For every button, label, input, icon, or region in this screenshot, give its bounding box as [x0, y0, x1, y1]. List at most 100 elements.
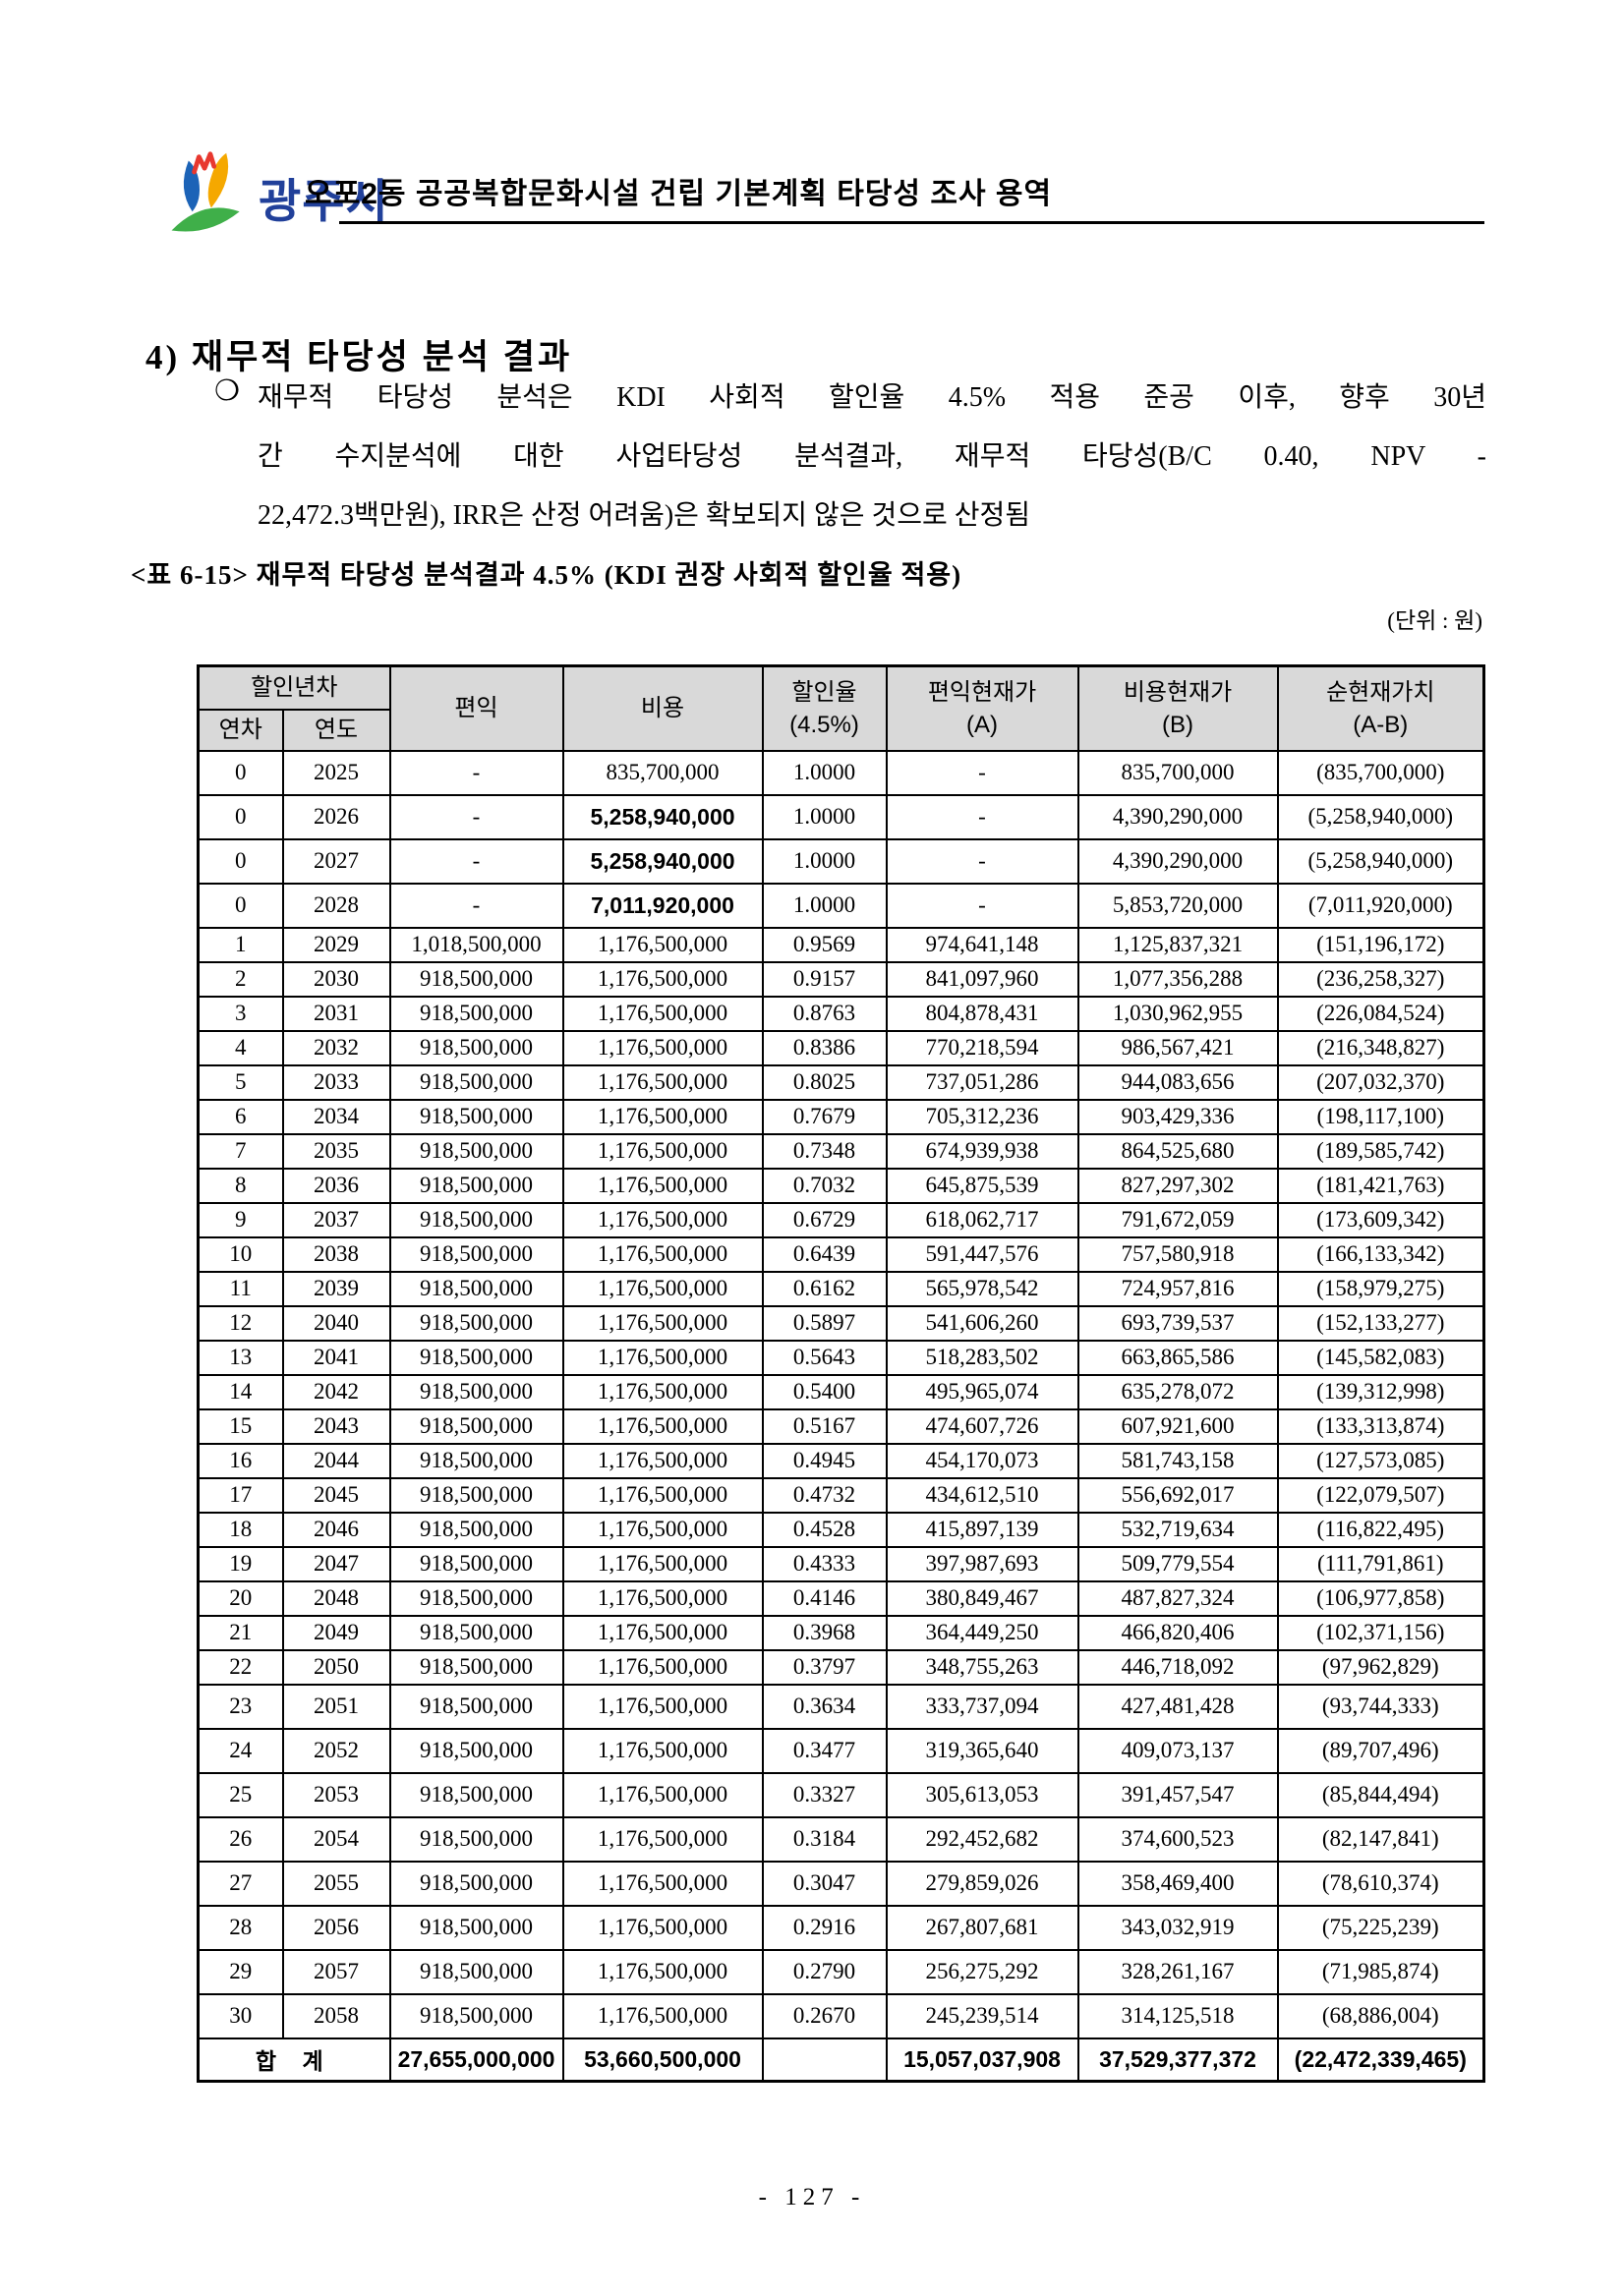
table-cell: 918,500,000	[388, 1992, 564, 2039]
table-cell: 2039	[281, 1270, 391, 1307]
table-cell: 10	[197, 1235, 284, 1273]
table-cell: 27	[197, 1860, 284, 1907]
table-cell: 2056	[281, 1904, 391, 1951]
table-cell: 918,500,000	[388, 1442, 564, 1479]
table-cell: -	[388, 882, 564, 929]
table-cell: 2032	[281, 1029, 391, 1066]
table-cell: 333,737,094	[885, 1683, 1079, 1730]
table-cell: (151,196,172)	[1276, 926, 1485, 963]
table-cell: 1,176,500,000	[561, 1132, 764, 1170]
table-cell: 1,176,500,000	[561, 1476, 764, 1514]
table-cell: 2035	[281, 1132, 391, 1170]
table-cell: 0.2916	[761, 1904, 888, 1951]
table-cell: (216,348,827)	[1276, 1029, 1485, 1066]
table-cell: (97,962,829)	[1276, 1648, 1485, 1686]
table-cell: 1,125,837,321	[1076, 926, 1279, 963]
table-cell: 0.3797	[761, 1648, 888, 1686]
table-cell: (71,985,874)	[1276, 1948, 1485, 1995]
table-cell: 918,500,000	[388, 1270, 564, 1307]
table-cell: 1,176,500,000	[561, 1407, 764, 1445]
table-cell: (236,258,327)	[1276, 960, 1485, 998]
table-cell: 757,580,918	[1076, 1235, 1279, 1273]
table-row: 27 2055 918,500,000 1,176,500,000 0.3047 279,…	[197, 1860, 1485, 1907]
table-cell: (133,313,874)	[1276, 1407, 1485, 1445]
table-row: 0 2026-5,258,940,000 1.0000-4,390,290,000(…	[197, 793, 1485, 840]
table-cell: (68,886,004)	[1276, 1992, 1485, 2039]
table-cell: (139,312,998)	[1276, 1373, 1485, 1410]
table-cell: 2028	[281, 882, 391, 929]
table-row: 6 2034 918,500,000 1,176,500,000 0.7679 705,3…	[197, 1098, 1485, 1135]
table-cell: 16	[197, 1442, 284, 1479]
table-cell: 454,170,073	[885, 1442, 1079, 1479]
table-cell: 2047	[281, 1545, 391, 1582]
table-cell: 841,097,960	[885, 960, 1079, 998]
table-cell: 1.0000	[761, 882, 888, 929]
logo-text: 광주시	[259, 175, 389, 227]
table-cell: 2049	[281, 1614, 391, 1651]
table-row: 26 2054 918,500,000 1,176,500,000 0.3184 292,…	[197, 1815, 1485, 1863]
table-cell: 556,692,017	[1076, 1476, 1279, 1514]
header-line: 편익현재가	[927, 678, 1037, 706]
table-cell: 434,612,510	[885, 1476, 1079, 1514]
table-cell: 466,820,406	[1076, 1614, 1279, 1651]
table-cell: 495,965,074	[885, 1373, 1079, 1410]
table-cell: 0.4732	[761, 1476, 888, 1514]
table-cell: 0.7348	[761, 1132, 888, 1170]
table-cell: 5,258,940,000	[561, 837, 764, 885]
table-cell: 11	[197, 1270, 284, 1307]
gwangju-city-logo-icon	[160, 147, 255, 242]
table-row: 4 2032 918,500,000 1,176,500,000 0.8386 770,2…	[197, 1029, 1485, 1066]
table-row: 21 2049 918,500,000 1,176,500,000 0.3968 364,…	[197, 1614, 1485, 1651]
table-cell: 0.4945	[761, 1442, 888, 1479]
table-cell: 2033	[281, 1063, 391, 1101]
table-cell: 0.3327	[761, 1771, 888, 1818]
table-cell: 245,239,514	[885, 1992, 1079, 2039]
table-cell: 918,500,000	[388, 1648, 564, 1686]
table-cell: 0.9157	[761, 960, 888, 998]
table-cell: 944,083,656	[1076, 1063, 1279, 1101]
table-cell: 18	[197, 1511, 284, 1548]
table-cell: 1,176,500,000	[561, 1201, 764, 1238]
total-label: 합 계	[197, 2037, 391, 2083]
table-cell: 7,011,920,000	[561, 882, 764, 929]
total-cell: 27,655,000,000	[388, 2037, 564, 2083]
table-cell: 1,176,500,000	[561, 1614, 764, 1651]
table-cell: 2031	[281, 995, 391, 1032]
table-cell: (122,079,507)	[1276, 1476, 1485, 1514]
table-cell: 391,457,547	[1076, 1771, 1279, 1818]
table-cell: 918,500,000	[388, 1545, 564, 1582]
table-cell: 0.6439	[761, 1235, 888, 1273]
table-row: 14 2042 918,500,000 1,176,500,000 0.5400 495,…	[197, 1373, 1485, 1410]
table-cell: 918,500,000	[388, 1029, 564, 1066]
table-cell: 29	[197, 1948, 284, 1995]
table-cell: 0.3968	[761, 1614, 888, 1651]
table-row: 13 2041 918,500,000 1,176,500,000 0.5643 518,…	[197, 1339, 1485, 1376]
table-cell: 1,176,500,000	[561, 1304, 764, 1342]
table-cell: 17	[197, 1476, 284, 1514]
table-cell: 267,807,681	[885, 1904, 1079, 1951]
table-cell: 918,500,000	[388, 1860, 564, 1907]
table-cell: 319,365,640	[885, 1727, 1079, 1774]
table-cell: 918,500,000	[388, 960, 564, 998]
table-cell: 0	[197, 882, 284, 929]
total-cell: 37,529,377,372	[1076, 2037, 1279, 2083]
table-cell: -	[388, 749, 564, 796]
table-cell: 918,500,000	[388, 1614, 564, 1651]
header-line: 할인율	[791, 678, 857, 706]
document-title: 오포2동 공공복합문화시설 건립 기본계획 타당성 조사 용역	[305, 178, 1053, 210]
table-cell: 5	[197, 1063, 284, 1101]
paragraph-line: 간 수지분석에 대한 사업타당성 분석결과, 재무적 타당성(B/C 0.40,…	[258, 441, 1486, 472]
table-cell: 446,718,092	[1076, 1648, 1279, 1686]
table-cell: 8	[197, 1167, 284, 1204]
table-cell: 9	[197, 1201, 284, 1238]
table-cell: 918,500,000	[388, 1476, 564, 1514]
table-cell: 409,073,137	[1076, 1727, 1279, 1774]
table-cell: 1,176,500,000	[561, 1992, 764, 2039]
table-cell: (106,977,858)	[1276, 1579, 1485, 1617]
table-row: 10 2038 918,500,000 1,176,500,000 0.6439 591,…	[197, 1235, 1485, 1273]
table-cell: 509,779,554	[1076, 1545, 1279, 1582]
table-cell: (102,371,156)	[1276, 1614, 1485, 1651]
table-cell: 4	[197, 1029, 284, 1066]
table-cell: 974,641,148	[885, 926, 1079, 963]
